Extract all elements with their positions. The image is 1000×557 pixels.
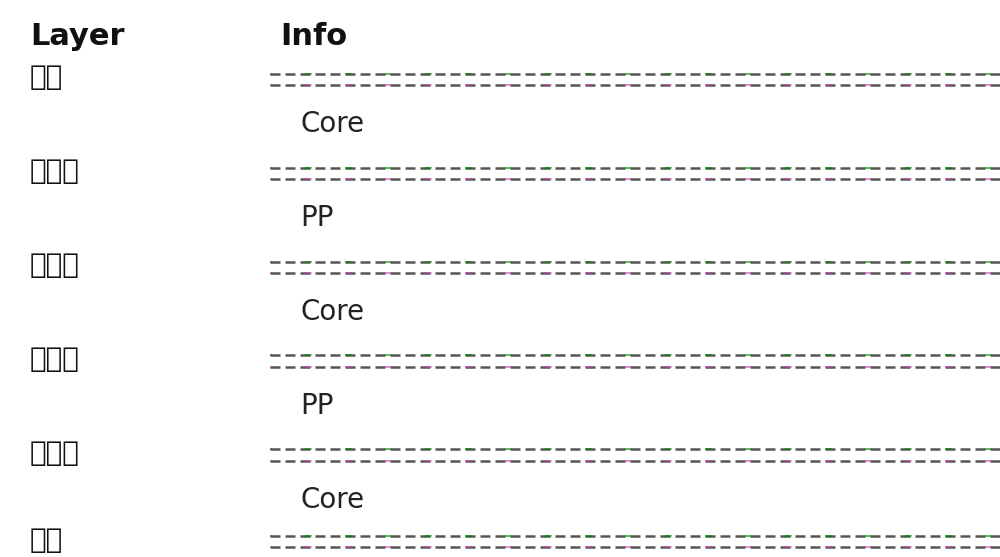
Text: 第三层: 第三层: [30, 251, 80, 280]
Text: Core: Core: [300, 110, 364, 138]
Text: 底层: 底层: [30, 526, 63, 554]
Text: Layer: Layer: [30, 22, 124, 51]
Text: Core: Core: [300, 299, 364, 326]
Text: 第四层: 第四层: [30, 345, 80, 373]
Text: PP: PP: [300, 392, 334, 421]
Text: PP: PP: [300, 204, 334, 232]
Text: 第二层: 第二层: [30, 158, 80, 185]
Text: Info: Info: [280, 22, 347, 51]
Text: 顶层: 顶层: [30, 63, 63, 91]
Text: 第五层: 第五层: [30, 439, 80, 467]
Text: Core: Core: [300, 486, 364, 514]
